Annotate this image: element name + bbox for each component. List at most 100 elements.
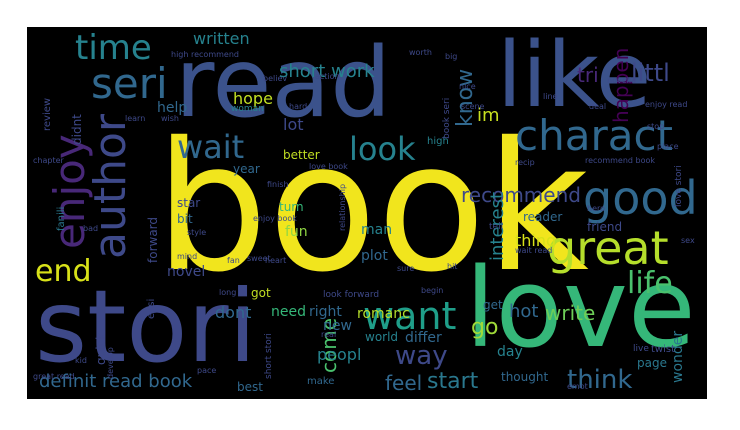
- word-begin: begin: [421, 286, 444, 295]
- word-great-read: great read: [33, 372, 75, 381]
- word-littl: littl: [631, 59, 670, 87]
- word-get: get: [483, 298, 503, 312]
- word-great: great: [547, 221, 669, 275]
- word-place: place: [657, 142, 679, 151]
- word-look: look: [349, 130, 416, 168]
- word-develop: develop: [106, 347, 115, 379]
- word-chapter: chapter: [33, 156, 64, 165]
- word-romanc: romanc: [357, 306, 410, 322]
- word-tri: tri: [577, 63, 599, 87]
- word-make: make: [307, 376, 335, 387]
- word-big: big: [445, 52, 458, 61]
- word-novella: novella: [607, 76, 636, 85]
- word-didnt: didnt: [70, 114, 84, 145]
- word-recip: recip: [515, 158, 535, 167]
- word-thing: thing: [515, 231, 557, 250]
- word-recommend-book: recommend book: [585, 156, 656, 165]
- word-worth: worth: [409, 48, 432, 57]
- word-review: review: [42, 97, 53, 131]
- word-wonder: wonder: [670, 330, 686, 383]
- word-write: write: [545, 301, 596, 325]
- word-day: day: [497, 344, 523, 360]
- word-mind: mind: [177, 252, 198, 261]
- word-woman: woman: [231, 104, 264, 114]
- word-seri: seri: [91, 59, 168, 108]
- word-star: star: [177, 196, 201, 210]
- word-author: author: [85, 114, 136, 259]
- word-start: start: [427, 369, 479, 394]
- word-written: written: [193, 29, 250, 48]
- word-life: life: [627, 266, 673, 301]
- word-high: high: [427, 136, 449, 147]
- word-best: best: [237, 380, 263, 394]
- word-pace: pace: [197, 366, 217, 375]
- word-charact: charact: [515, 111, 674, 160]
- word-man: man: [361, 222, 393, 238]
- word-book: book: [155, 104, 589, 311]
- word-relationship: relationship: [338, 183, 347, 231]
- word-stori: stori: [35, 268, 257, 385]
- word-good: good: [583, 171, 698, 225]
- word-plot: plot: [361, 248, 388, 264]
- word-nice: nice: [459, 82, 476, 91]
- word-real: real: [321, 330, 337, 339]
- word-wait-read: wait read: [515, 246, 553, 255]
- word-finish: finish: [267, 180, 289, 189]
- word-wish: wish: [161, 114, 180, 123]
- word-end: end: [35, 254, 92, 289]
- word-right: right: [309, 304, 342, 320]
- word-help: help: [157, 100, 188, 116]
- word-page: page: [637, 356, 667, 370]
- word-twist: twist: [651, 344, 676, 355]
- word-sweet: sweet: [247, 254, 271, 263]
- word-long: long: [219, 288, 237, 297]
- word-feel: feel: [385, 371, 423, 395]
- word-world: world: [365, 330, 399, 344]
- word-way: way: [395, 341, 448, 371]
- word-differ: differ: [405, 330, 442, 346]
- word-friend: friend: [587, 220, 623, 234]
- word-recommend: recommend: [461, 183, 581, 207]
- word-hit: hit: [447, 262, 458, 271]
- word-hope: hope: [233, 89, 273, 108]
- word-wait: wait: [177, 128, 245, 166]
- word-style: style: [187, 228, 207, 237]
- word-book-seri: book seri: [442, 97, 452, 139]
- word-short-stori: short stori: [264, 333, 274, 379]
- word-live: live: [633, 344, 649, 354]
- word-easi: easi: [146, 298, 157, 319]
- word-want: want: [363, 294, 457, 338]
- word-forward: forward: [146, 216, 160, 263]
- word-read: read: [175, 27, 392, 139]
- word-time: time: [75, 28, 152, 68]
- word-turn: turn: [279, 200, 304, 214]
- word-love-book: love book: [309, 162, 348, 171]
- word-bad: bad: [83, 224, 99, 233]
- word-love-stori: love stori: [674, 165, 684, 207]
- word-hero: hero: [587, 204, 605, 213]
- word-believ: believ: [263, 74, 288, 83]
- word-heart: heart: [265, 256, 287, 265]
- word-stop: stop: [647, 122, 665, 131]
- word-fanili: fanili: [56, 206, 67, 231]
- word-high-recommend: high recommend: [171, 50, 239, 59]
- word-year: year: [233, 162, 260, 176]
- word-enjoy-book: enjoy book: [253, 214, 297, 223]
- word-fun: fun: [285, 224, 308, 240]
- word-lot: lot: [283, 115, 304, 134]
- word-learn: learn: [125, 114, 146, 123]
- word-love: love: [465, 244, 696, 372]
- word-need: need: [271, 304, 306, 320]
- word-definit-read-book: definit read book: [39, 371, 193, 392]
- word-better: better: [283, 148, 320, 162]
- word-new: new: [323, 318, 352, 334]
- word-sex: sex: [681, 236, 695, 245]
- word-scene: scene: [461, 102, 485, 111]
- word-emot: emot: [567, 382, 588, 391]
- word-kid: kid: [75, 356, 87, 365]
- word-got: got: [251, 286, 271, 300]
- word-im: im: [477, 105, 500, 126]
- word-happen: happen: [609, 47, 633, 123]
- word-short-work: short work: [279, 61, 375, 82]
- word-action: action: [315, 72, 340, 81]
